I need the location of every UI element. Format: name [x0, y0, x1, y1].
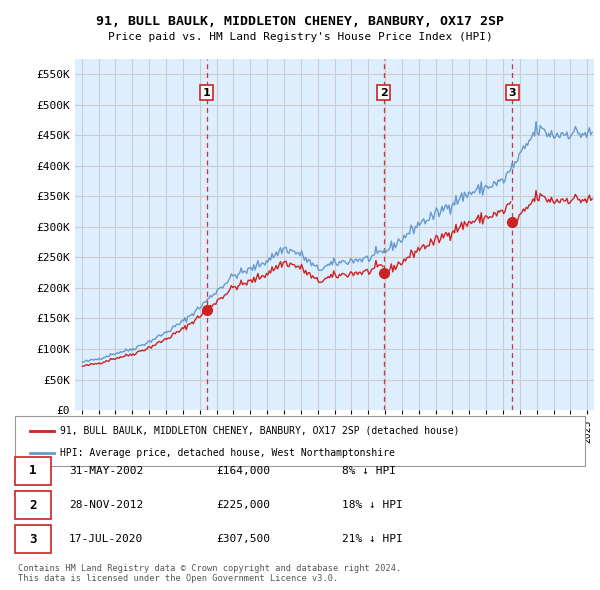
Text: Price paid vs. HM Land Registry's House Price Index (HPI): Price paid vs. HM Land Registry's House …	[107, 32, 493, 42]
Text: 2: 2	[29, 499, 37, 512]
Text: Contains HM Land Registry data © Crown copyright and database right 2024.
This d: Contains HM Land Registry data © Crown c…	[18, 563, 401, 583]
Text: 28-NOV-2012: 28-NOV-2012	[69, 500, 143, 510]
Text: 3: 3	[508, 87, 516, 97]
Text: £225,000: £225,000	[216, 500, 270, 510]
Text: 3: 3	[29, 533, 37, 546]
Text: 8% ↓ HPI: 8% ↓ HPI	[342, 466, 396, 476]
Text: 2: 2	[380, 87, 388, 97]
Text: 17-JUL-2020: 17-JUL-2020	[69, 535, 143, 544]
Text: 1: 1	[203, 87, 211, 97]
Text: £307,500: £307,500	[216, 535, 270, 544]
Text: HPI: Average price, detached house, West Northamptonshire: HPI: Average price, detached house, West…	[60, 448, 395, 457]
Text: 21% ↓ HPI: 21% ↓ HPI	[342, 535, 403, 544]
Text: 1: 1	[29, 464, 37, 477]
Text: 31-MAY-2002: 31-MAY-2002	[69, 466, 143, 476]
Text: 18% ↓ HPI: 18% ↓ HPI	[342, 500, 403, 510]
Text: £164,000: £164,000	[216, 466, 270, 476]
Text: 91, BULL BAULK, MIDDLETON CHENEY, BANBURY, OX17 2SP (detached house): 91, BULL BAULK, MIDDLETON CHENEY, BANBUR…	[60, 426, 460, 435]
Text: 91, BULL BAULK, MIDDLETON CHENEY, BANBURY, OX17 2SP: 91, BULL BAULK, MIDDLETON CHENEY, BANBUR…	[96, 15, 504, 28]
